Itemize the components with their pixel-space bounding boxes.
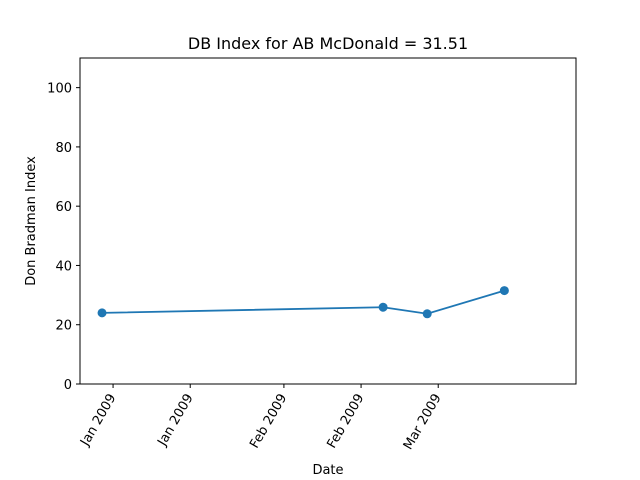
- data-point: [97, 308, 107, 318]
- y-tick-label: 20: [55, 319, 72, 334]
- y-axis-title: Don Bradman Index: [24, 156, 39, 286]
- y-tick-label: 80: [55, 141, 72, 156]
- series-line: [102, 289, 505, 315]
- y-axis-ticks: 0 20 40 60 80 100: [47, 82, 80, 393]
- data-point: [378, 302, 388, 312]
- y-tick-label: 100: [47, 82, 72, 97]
- data-point: [499, 286, 509, 296]
- y-tick-label: 0: [64, 378, 72, 393]
- series-layer: [97, 286, 509, 319]
- plot-area-frame: [79, 57, 577, 385]
- data-point: [422, 309, 432, 319]
- y-tick-label: 60: [55, 200, 72, 215]
- x-axis-title: Date: [312, 463, 343, 478]
- chart-title: DB Index for AB McDonald = 31.51: [188, 34, 468, 53]
- y-tick-label: 40: [55, 259, 72, 274]
